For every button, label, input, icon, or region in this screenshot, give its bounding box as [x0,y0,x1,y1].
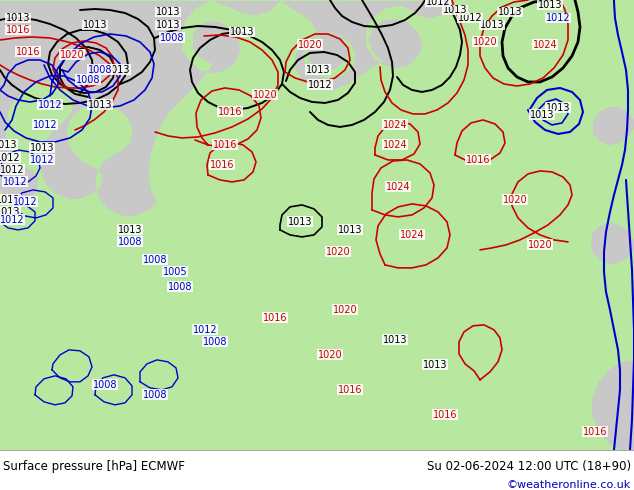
Text: 1020: 1020 [333,305,358,315]
Text: 1013: 1013 [156,7,180,17]
Text: 1020: 1020 [60,50,84,60]
Text: 1013: 1013 [106,65,130,75]
Text: Surface pressure [hPa] ECMWF: Surface pressure [hPa] ECMWF [3,460,185,473]
Text: 1020: 1020 [318,350,342,360]
Text: 1012: 1012 [33,120,57,130]
Text: 1013: 1013 [83,20,107,30]
Text: 1020: 1020 [298,40,322,50]
Text: 1013: 1013 [0,207,20,217]
Text: 1013: 1013 [546,103,570,113]
Text: 1013: 1013 [443,5,467,15]
Text: 1008: 1008 [203,337,227,347]
Text: 1013: 1013 [498,7,522,17]
Text: 1013: 1013 [0,195,20,205]
Text: Su 02-06-2024 12:00 UTC (18+90): Su 02-06-2024 12:00 UTC (18+90) [427,460,631,473]
Text: 1013: 1013 [338,225,362,235]
Text: 1012: 1012 [458,13,482,23]
Text: 1013: 1013 [6,13,30,23]
Text: 1012: 1012 [13,197,37,207]
Text: 1013: 1013 [30,143,55,153]
Text: 1016: 1016 [217,107,242,117]
Text: 1008: 1008 [75,75,100,85]
Text: 1012: 1012 [546,13,571,23]
Text: 1013: 1013 [480,20,504,30]
Text: 1024: 1024 [399,230,424,240]
Text: 1016: 1016 [16,47,40,57]
Text: 1012: 1012 [425,0,450,7]
Text: 1008: 1008 [160,33,184,43]
Text: 1024: 1024 [385,182,410,192]
Text: 1013: 1013 [423,360,447,370]
Text: 1008: 1008 [143,255,167,265]
Text: 1016: 1016 [338,385,362,395]
Text: 1020: 1020 [326,247,351,257]
Text: 1020: 1020 [473,37,497,47]
Text: 1024: 1024 [533,40,557,50]
Text: 1016: 1016 [213,140,237,150]
Text: 1013: 1013 [306,65,330,75]
Text: 1013: 1013 [288,217,313,227]
Text: 1013: 1013 [530,110,554,120]
Text: 1008: 1008 [168,282,192,292]
Text: 1005: 1005 [163,267,187,277]
Text: 1016: 1016 [210,160,234,170]
Text: 1012: 1012 [193,325,217,335]
Text: 1012: 1012 [30,155,55,165]
Text: 1008: 1008 [118,237,142,247]
Text: 1016: 1016 [433,410,457,420]
Text: 1013: 1013 [156,20,180,30]
Text: 1013: 1013 [118,225,142,235]
Text: 1013: 1013 [0,140,17,150]
Text: 1008: 1008 [93,380,117,390]
Text: 1013: 1013 [383,335,407,345]
Text: 1016: 1016 [6,25,30,35]
Text: 1024: 1024 [383,120,407,130]
Text: 1012: 1012 [3,177,27,187]
Text: 1016: 1016 [262,313,287,323]
Text: 1013: 1013 [230,27,254,37]
Text: 1008: 1008 [87,65,112,75]
Text: 1020: 1020 [527,240,552,250]
Text: 1024: 1024 [383,140,407,150]
Text: 1020: 1020 [253,90,277,100]
Text: 1013: 1013 [538,0,562,10]
Text: 1020: 1020 [503,195,527,205]
Text: 1016: 1016 [466,155,490,165]
Text: 1016: 1016 [583,427,607,437]
Text: 1012: 1012 [0,165,24,175]
Text: ©weatheronline.co.uk: ©weatheronline.co.uk [507,480,631,490]
Text: 1008: 1008 [143,390,167,400]
Text: 1012: 1012 [0,215,24,225]
Text: 1012: 1012 [37,100,62,110]
Text: 1012: 1012 [307,80,332,90]
Text: 1012: 1012 [0,153,20,163]
Text: 1013: 1013 [87,100,112,110]
